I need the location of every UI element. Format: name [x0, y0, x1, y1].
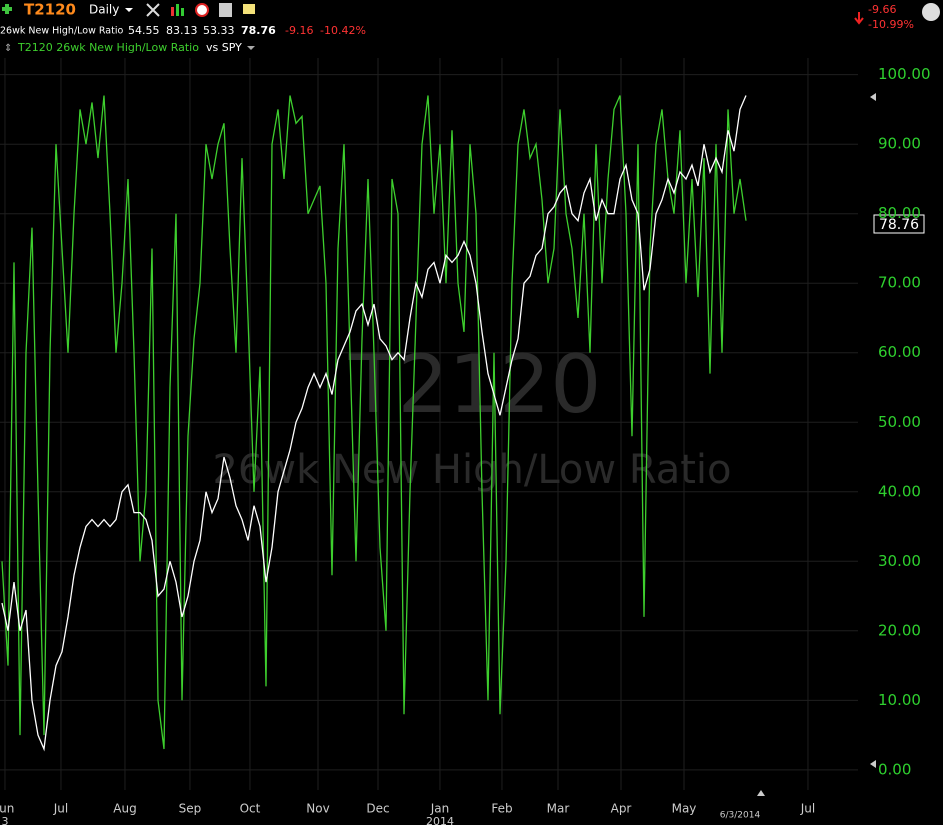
- sort-icon[interactable]: ⇕: [4, 43, 12, 54]
- settings-icon[interactable]: [922, 3, 940, 21]
- current-date: 6/3/2014: [720, 811, 761, 821]
- y-tick-label: 50.00: [878, 413, 921, 431]
- x-tick-label: Feb: [491, 802, 512, 816]
- header: [0, 0, 943, 58]
- y-tick-label: 40.00: [878, 482, 921, 500]
- scale-marker: [870, 760, 876, 768]
- last-value-box: [873, 214, 925, 234]
- series-line: [1, 95, 747, 750]
- add-icon[interactable]: [2, 4, 12, 14]
- y-tick-label: 10.00: [878, 691, 921, 709]
- x-tick-label: Jul: [53, 802, 68, 816]
- legend-dropdown[interactable]: [247, 46, 255, 50]
- interval-dropdown[interactable]: [125, 8, 133, 12]
- scale-marker: [870, 93, 876, 101]
- indicator-name: 26wk New High/Low Ratio: [0, 26, 123, 37]
- y-tick-label: 0.00: [878, 760, 911, 778]
- high: 83.13: [166, 24, 198, 37]
- open: 54.55: [128, 24, 160, 37]
- tools-icon[interactable]: [146, 3, 160, 17]
- x-tick-label: Aug: [113, 802, 136, 816]
- y-tick-label: 90.00: [878, 135, 921, 153]
- x-tick-label: Mar: [547, 802, 570, 816]
- x-tick-label: Dec: [366, 802, 389, 816]
- chart-type-icon[interactable]: [171, 4, 184, 16]
- series-line: [1, 95, 747, 752]
- alert-icon[interactable]: [195, 3, 209, 17]
- low: 53.33: [203, 24, 235, 37]
- close: 78.76: [241, 24, 276, 37]
- x-tick-label: Jun: [0, 802, 14, 816]
- change-pct: -10.42%: [320, 24, 366, 37]
- symbol[interactable]: T2120: [24, 1, 76, 19]
- watermark-name: 26wk New High/Low Ratio: [212, 447, 731, 493]
- x-tick-label: May: [672, 802, 697, 816]
- legend-series-1: vs SPY: [206, 41, 242, 54]
- plot: [1, 95, 747, 752]
- year-label: 2014: [426, 815, 454, 825]
- x-tick-label: Jan: [430, 802, 450, 816]
- note-icon[interactable]: [243, 4, 255, 14]
- x-tick-label: Sep: [179, 802, 202, 816]
- x-tick-label: Oct: [240, 802, 261, 816]
- last-value: 78.76: [879, 217, 919, 233]
- x-tick-label: Nov: [306, 802, 329, 816]
- y-tick-label: 20.00: [878, 621, 921, 639]
- calculator-icon[interactable]: [219, 3, 232, 17]
- date-marker: [757, 790, 765, 796]
- year-label: 3: [2, 815, 9, 825]
- x-tick-label: Jul: [800, 802, 815, 816]
- y-tick-label: 80.00: [878, 204, 921, 222]
- y-tick-label: 70.00: [878, 274, 921, 292]
- change: -9.16: [285, 24, 313, 37]
- right-pct: -10.99%: [868, 18, 914, 31]
- right-change: -9.66: [868, 3, 896, 16]
- y-tick-label: 30.00: [878, 552, 921, 570]
- x-tick-label: Apr: [611, 802, 632, 816]
- down-arrow: [854, 12, 864, 25]
- legend-series-0: T2120 26wk New High/Low Ratio: [17, 41, 199, 54]
- interval[interactable]: Daily: [89, 3, 119, 17]
- watermark-symbol: T2120: [348, 338, 601, 431]
- y-tick-label: 100.00: [878, 65, 931, 83]
- y-tick-label: 60.00: [878, 343, 921, 361]
